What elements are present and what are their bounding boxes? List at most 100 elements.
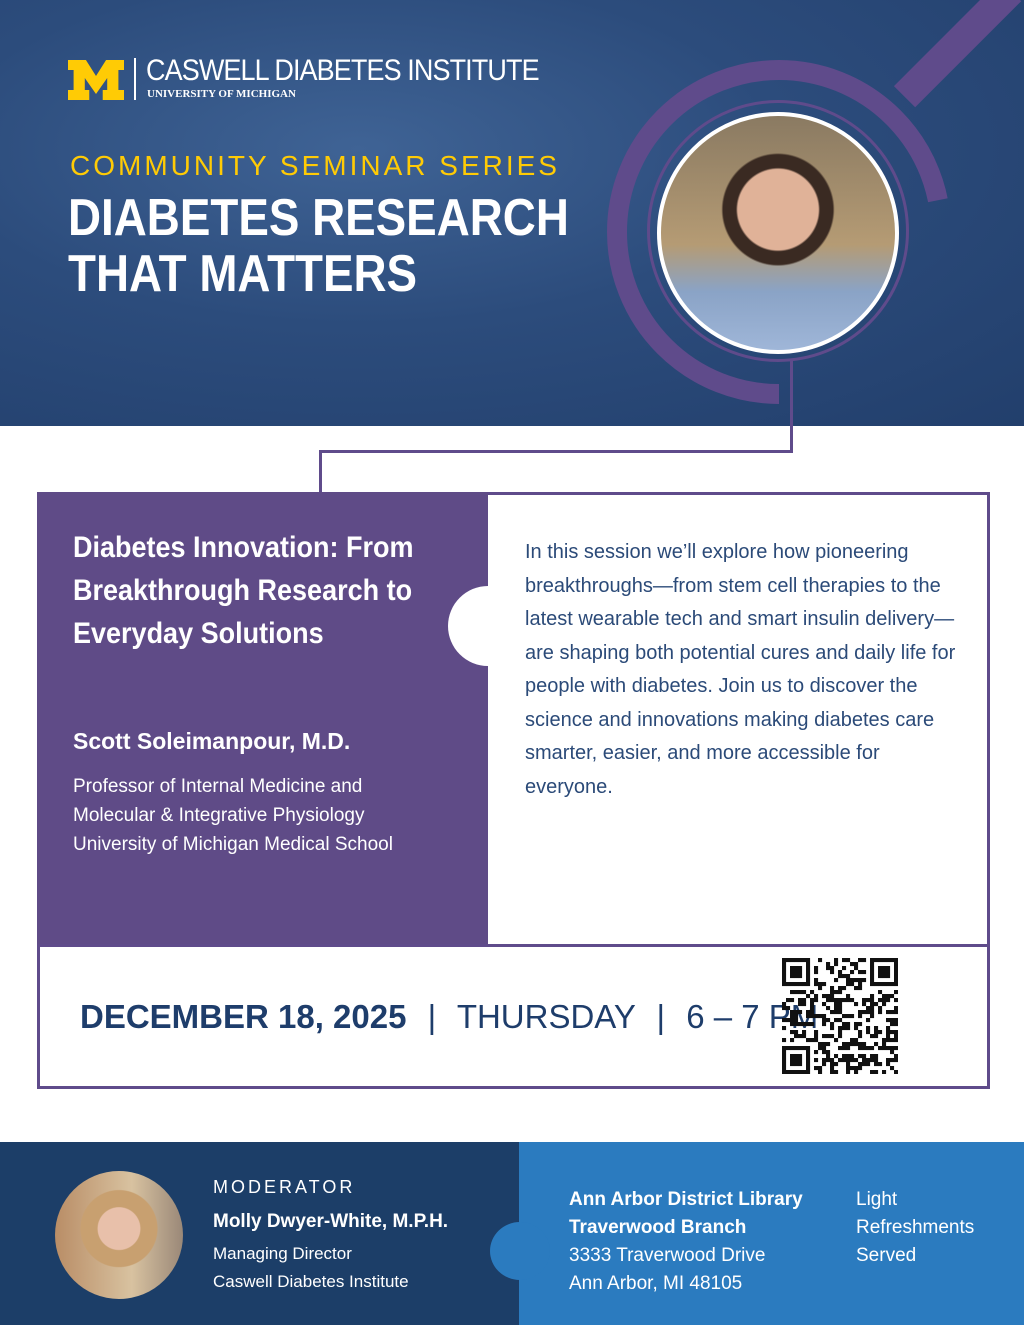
qr-module <box>846 958 851 963</box>
qr-module <box>894 990 898 995</box>
qr-module <box>882 970 887 975</box>
qr-module <box>790 990 795 995</box>
qr-module <box>790 970 795 975</box>
qr-module <box>858 1066 863 1071</box>
decorative-ring-thin <box>647 100 909 362</box>
qr-module <box>850 1014 855 1019</box>
venue-name: Ann Arbor District Library <box>569 1189 803 1210</box>
qr-module <box>858 1042 863 1047</box>
decorative-slash <box>893 0 1022 108</box>
qr-module <box>866 1046 871 1051</box>
qr-module <box>854 1058 859 1063</box>
qr-module <box>882 1042 887 1047</box>
qr-module <box>806 1050 811 1055</box>
speaker-affiliation: Professor of Internal Medicine and Molec… <box>73 772 393 859</box>
qr-module <box>806 958 811 963</box>
refreshments-line: Served <box>856 1245 917 1266</box>
qr-module <box>802 1022 807 1027</box>
qr-module <box>882 994 887 999</box>
qr-module <box>882 1070 887 1074</box>
qr-module <box>866 1058 871 1063</box>
qr-module <box>782 966 787 971</box>
qr-module <box>846 1054 851 1059</box>
qr-module <box>894 1046 898 1051</box>
qr-module <box>870 1034 875 1039</box>
qr-module <box>834 1054 839 1059</box>
qr-module <box>802 1002 807 1007</box>
qr-module <box>886 1038 891 1043</box>
qr-module <box>798 974 803 979</box>
qr-module <box>814 1030 819 1035</box>
qr-module <box>794 1010 799 1015</box>
qr-module <box>830 966 835 971</box>
qr-module <box>838 1034 843 1039</box>
qr-module <box>894 1022 898 1027</box>
qr-module <box>870 998 875 1003</box>
qr-module <box>790 958 795 963</box>
qr-module <box>782 962 787 967</box>
qr-module <box>826 1042 831 1047</box>
event-date: DECEMBER 18, 2025 <box>80 998 407 1035</box>
qr-module <box>846 1062 851 1067</box>
qr-module <box>870 1010 875 1015</box>
qr-module <box>846 1070 851 1074</box>
qr-module <box>870 966 875 971</box>
qr-module <box>830 1010 835 1015</box>
qr-module <box>878 1006 883 1011</box>
qr-module <box>830 994 835 999</box>
qr-module <box>782 1058 787 1063</box>
hero-banner: CASWELL DIABETES INSTITUTE UNIVERSITY OF… <box>0 0 1024 426</box>
qr-module <box>850 962 855 967</box>
qr-module <box>838 1010 843 1015</box>
qr-module <box>790 1010 795 1015</box>
qr-module <box>818 1070 823 1074</box>
qr-module <box>830 970 835 975</box>
qr-module <box>878 990 883 995</box>
qr-module <box>842 1054 847 1059</box>
qr-module <box>818 982 823 987</box>
qr-module <box>862 998 867 1003</box>
venue-branch: Traverwood Branch <box>569 1217 747 1238</box>
qr-module <box>814 994 819 999</box>
qr-module <box>790 1046 795 1051</box>
qr-module <box>862 1058 867 1063</box>
qr-module <box>810 1022 815 1027</box>
qr-module <box>814 982 819 987</box>
qr-module <box>834 978 839 983</box>
qr-module <box>834 1070 839 1074</box>
qr-module <box>798 1046 803 1051</box>
qr-module <box>894 966 898 971</box>
qr-module <box>870 1054 875 1059</box>
qr-module <box>790 1070 795 1074</box>
qr-module <box>794 974 799 979</box>
qr-module <box>790 974 795 979</box>
qr-code[interactable] <box>782 958 898 1074</box>
qr-module <box>886 1034 891 1039</box>
qr-module <box>882 982 887 987</box>
qr-module <box>886 974 891 979</box>
qr-module <box>870 1046 875 1051</box>
separator: | <box>427 998 437 1035</box>
qr-module <box>830 986 835 991</box>
qr-module <box>806 1014 811 1019</box>
qr-module <box>814 1066 819 1071</box>
qr-module <box>894 1034 898 1039</box>
qr-module <box>866 1062 871 1067</box>
page-title: DIABETES RESEARCH THAT MATTERS <box>68 190 569 302</box>
refreshments-line: Light <box>856 1189 898 1210</box>
qr-module <box>818 1066 823 1071</box>
qr-module <box>894 978 898 983</box>
qr-module <box>886 994 891 999</box>
qr-module <box>850 982 855 987</box>
qr-module <box>842 1042 847 1047</box>
qr-module <box>842 986 847 991</box>
qr-module <box>870 1070 875 1074</box>
qr-module <box>826 962 831 967</box>
qr-module <box>830 998 835 1003</box>
qr-module <box>782 1062 787 1067</box>
block-m-logo <box>68 60 124 100</box>
qr-module <box>794 1018 799 1023</box>
qr-module <box>802 998 807 1003</box>
qr-module <box>830 990 835 995</box>
qr-module <box>810 1006 815 1011</box>
